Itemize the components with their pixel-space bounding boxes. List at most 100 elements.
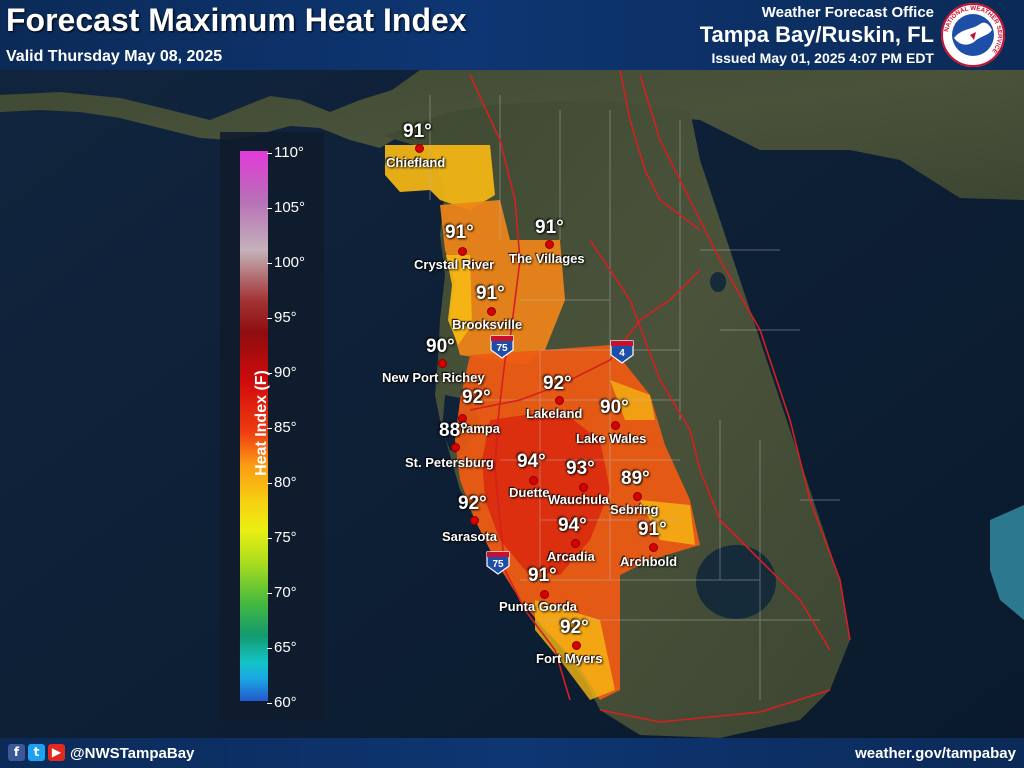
legend-tick-85: 85° [267, 419, 297, 436]
legend-tick-80: 80° [267, 474, 297, 491]
city-value: 90° [600, 397, 629, 418]
footer-banner: f t ▶ @NWSTampaBay weather.gov/tampabay [0, 738, 1024, 768]
social-icons: f t ▶ [8, 744, 65, 761]
city-value: 89° [621, 468, 650, 489]
city-marker [540, 590, 549, 599]
city-name: Wauchula [548, 492, 609, 507]
city-marker [579, 483, 588, 492]
panhandle-land [0, 70, 1024, 200]
shield-i75-north: 75 [490, 335, 514, 359]
nws-logo-icon: NATIONAL WEATHER SERVICE [941, 3, 1005, 67]
legend-tick-65: 65° [267, 639, 297, 656]
road-turnpike [589, 239, 831, 651]
county-lines [429, 95, 840, 700]
shield-i75-south: 75 [486, 551, 510, 575]
legend-tick-105: 105° [266, 199, 306, 216]
map-title: Forecast Maximum Heat Index [6, 2, 467, 38]
legend-color-bar [240, 151, 268, 701]
city-name: Sarasota [442, 529, 497, 544]
city-name: Lake Wales [576, 431, 647, 446]
header-banner: Forecast Maximum Heat Index Valid Thursd… [0, 0, 1024, 70]
city-name: Crystal River [414, 257, 495, 272]
road-i75 [469, 74, 571, 701]
city-value: 92° [560, 617, 589, 638]
city-name: Duette [509, 485, 550, 500]
shield-i75-south-label: 75 [492, 559, 504, 570]
city-value: 93° [566, 458, 595, 479]
legend-tick-90: 90° [267, 364, 297, 381]
city-value: 94° [558, 515, 587, 536]
city-name: Brooksville [452, 317, 523, 332]
city-marker [649, 543, 658, 552]
legend-tick-70: 70° [267, 584, 297, 601]
office-line: Weather Forecast Office [761, 4, 934, 21]
heat-area-max [482, 410, 610, 575]
roads [469, 69, 851, 723]
issued-time: Issued May 01, 2025 4:07 PM EDT [711, 50, 934, 66]
city-name: Sebring [610, 502, 659, 517]
city-value: 92° [543, 373, 572, 394]
legend-tick-110: 110° [267, 144, 304, 161]
heat-area-sebring [640, 500, 695, 545]
city-name: Fort Myers [536, 651, 603, 666]
city-name: St. Petersburg [405, 455, 494, 470]
office-name: Tampa Bay/Ruskin, FL [699, 22, 934, 47]
road-east-coast [619, 69, 701, 231]
city-marker [458, 247, 467, 256]
youtube-icon[interactable]: ▶ [48, 744, 65, 761]
city-value: 88° [439, 420, 468, 441]
city-value: 91° [445, 222, 474, 243]
city-marker [633, 492, 642, 501]
legend-tick-60: 60° [267, 694, 297, 711]
legend-title: Heat Index (F) [253, 370, 270, 476]
city-value: 92° [462, 387, 491, 408]
heat-area-lake-wales [610, 380, 655, 420]
road-i4 [469, 269, 701, 411]
city-marker [458, 414, 467, 423]
city-value: 92° [458, 493, 487, 514]
city-value: 91° [638, 519, 667, 540]
valid-date: Valid Thursday May 08, 2025 [6, 48, 223, 65]
color-legend: Heat Index (F) 110° 105° 100° 95° 90° 85… [220, 132, 324, 722]
heat-area-nature-coast-edge [446, 255, 472, 345]
city-marker [555, 396, 564, 405]
lake-small [710, 272, 726, 292]
heat-area-north [385, 145, 495, 210]
city-marker [415, 144, 424, 153]
city-marker [470, 516, 479, 525]
city-value: 90° [426, 336, 455, 357]
city-marker [529, 476, 538, 485]
bahamas-shoal [990, 505, 1024, 620]
city-marker [545, 240, 554, 249]
city-name: Arcadia [547, 549, 595, 564]
shield-i75-north-label: 75 [496, 343, 508, 354]
city-name: Punta Gorda [499, 599, 578, 614]
shield-i4-label: 4 [619, 348, 625, 359]
heat-shading [385, 145, 700, 700]
twitter-icon[interactable]: t [28, 744, 45, 761]
city-name: Tampa [459, 421, 500, 436]
legend-tick-100: 100° [266, 254, 306, 271]
legend-tick-95: 95° [267, 309, 297, 326]
city-value: 91° [476, 283, 505, 304]
facebook-icon[interactable]: f [8, 744, 25, 761]
city-value: 91° [403, 121, 432, 142]
city-marker [572, 641, 581, 650]
city-name: The Villages [509, 251, 585, 266]
city-marker [571, 539, 580, 548]
social-handle[interactable]: @NWSTampaBay [70, 745, 195, 762]
city-name: New Port Richey [382, 370, 485, 385]
road-i95 [639, 74, 851, 641]
city-marker [611, 421, 620, 430]
city-value: 91° [528, 565, 557, 586]
city-marker [487, 307, 496, 316]
city-name: Lakeland [526, 406, 583, 421]
website-link[interactable]: weather.gov/tampabay [855, 745, 1016, 762]
city-name: Chiefland [386, 155, 446, 170]
shield-i4: 4 [610, 340, 634, 364]
city-marker [438, 359, 447, 368]
road-south [599, 689, 831, 723]
city-value: 94° [517, 451, 546, 472]
